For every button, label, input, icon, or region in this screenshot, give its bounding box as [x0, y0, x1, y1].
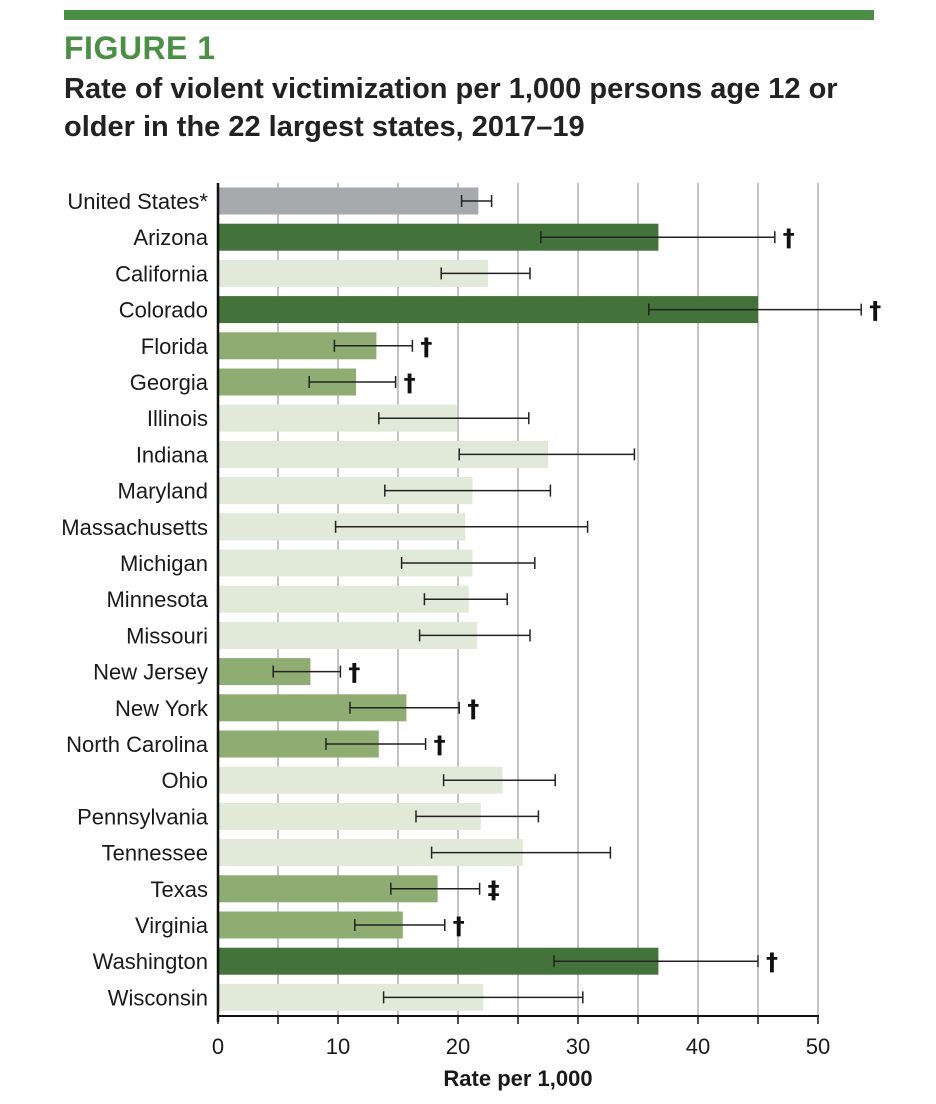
category-label: Pennsylvania	[77, 804, 209, 829]
category-label: Ohio	[162, 768, 208, 793]
category-label: Indiana	[136, 442, 209, 467]
category-labels: United States* Arizona California Colorado F…	[61, 189, 209, 1010]
category-label: Maryland	[118, 479, 208, 504]
significance-marker: †	[766, 948, 778, 976]
x-tick-label: 40	[686, 1034, 710, 1059]
error-bar	[423, 593, 508, 606]
figure-label: FIGURE 1	[64, 30, 216, 66]
error-bar	[400, 557, 536, 569]
category-label: Michigan	[120, 551, 208, 576]
x-axis-title: Rate per 1,000	[443, 1066, 592, 1091]
category-label: Tennessee	[102, 841, 208, 866]
category-label: Virginia	[135, 913, 209, 938]
x-tick-label: 30	[566, 1034, 590, 1059]
significance-marker: †	[348, 659, 360, 687]
error-bar	[442, 774, 556, 787]
x-axis: 0 10 20 30 40 50	[212, 183, 830, 1059]
category-label: Illinois	[147, 406, 208, 431]
category-label: New Jersey	[93, 660, 208, 685]
category-label: Colorado	[119, 298, 208, 323]
error-bar	[390, 882, 481, 895]
category-label: Wisconsin	[108, 985, 208, 1010]
category-label: California	[115, 261, 209, 286]
error-bar	[460, 195, 493, 207]
error-bar	[308, 376, 397, 388]
error-bar	[378, 412, 530, 425]
category-label: Missouri	[126, 623, 208, 648]
error-bar	[384, 484, 552, 497]
figure-title: Rate of violent victimization per 1,000 …	[64, 73, 838, 143]
error-bar	[415, 810, 540, 823]
error-bar	[553, 955, 759, 968]
significance-marker: †	[869, 297, 881, 325]
error-bar	[430, 846, 612, 859]
x-tick-label: 0	[212, 1034, 224, 1059]
significance-marker: †	[453, 912, 465, 940]
significance-marker: ‡	[488, 876, 500, 904]
error-bar	[334, 520, 589, 533]
bars	[218, 187, 758, 1011]
error-bar	[325, 738, 427, 750]
category-label: New York	[115, 696, 209, 721]
error-bar	[440, 267, 531, 280]
error-bar	[418, 629, 531, 642]
x-tick-label: 10	[326, 1034, 350, 1059]
category-label: Arizona	[133, 225, 208, 250]
x-tick-label: 20	[446, 1034, 470, 1059]
category-label: Georgia	[130, 370, 209, 395]
error-bar	[333, 339, 414, 352]
significance-marker: †	[467, 695, 479, 723]
error-bar	[272, 665, 342, 678]
error-bar	[458, 448, 636, 461]
category-label: Massachusetts	[61, 515, 208, 540]
error-bar	[540, 231, 776, 244]
bar	[218, 187, 479, 215]
x-tick-label: 50	[806, 1034, 830, 1059]
top-rule	[64, 10, 874, 20]
significance-markers: †††††††‡††	[348, 224, 881, 976]
category-label: Texas	[151, 877, 208, 902]
category-label: Florida	[141, 334, 209, 359]
significance-marker: †	[404, 369, 416, 397]
significance-marker: †	[420, 333, 432, 361]
category-label: United States*	[67, 189, 208, 214]
error-bars	[272, 195, 862, 1004]
category-label: North Carolina	[66, 732, 209, 757]
category-label: Minnesota	[106, 587, 208, 612]
error-bar	[354, 919, 446, 931]
significance-marker: †	[783, 224, 795, 252]
category-label: Washington	[93, 949, 208, 974]
error-bar	[382, 991, 584, 1004]
error-bar	[648, 303, 862, 316]
error-bar	[349, 701, 460, 714]
significance-marker: †	[434, 731, 446, 759]
